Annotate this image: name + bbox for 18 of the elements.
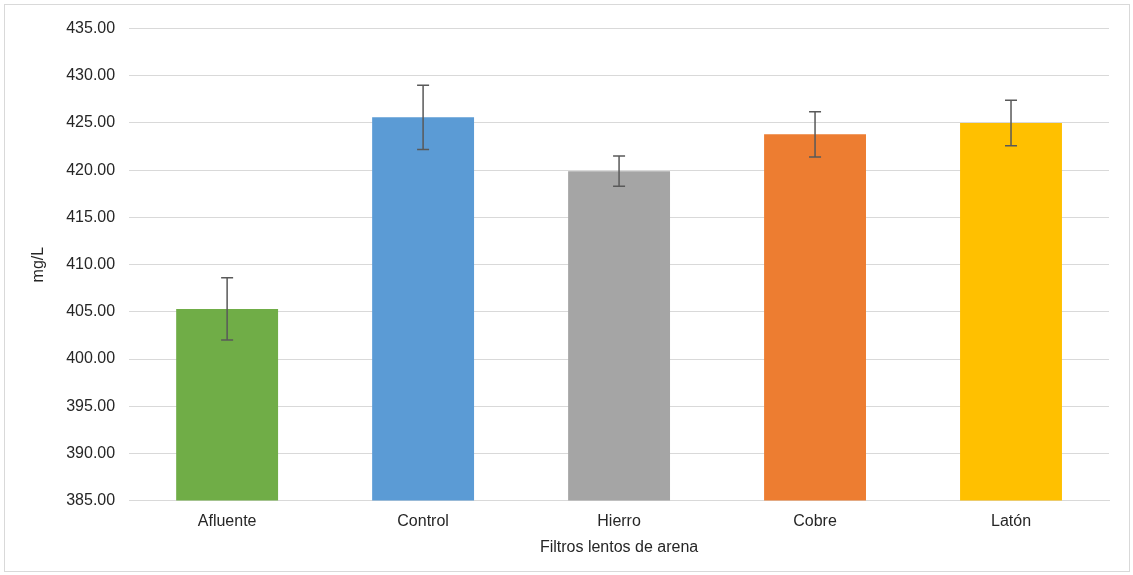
y-tick-label: 425.00 (66, 113, 116, 131)
x-tick-label: Latón (990, 511, 1032, 529)
y-tick-label: 430.00 (66, 66, 116, 84)
x-tick-label: Afluente (197, 511, 257, 529)
y-tick-label: 395.00 (66, 396, 116, 414)
x-tick-label: Cobre (793, 511, 837, 529)
x-tick-label: Hierro (597, 511, 641, 529)
y-tick-label: 410.00 (66, 255, 116, 273)
y-tick-label: 405.00 (66, 302, 116, 320)
y-axis-title: mg/L (29, 246, 47, 283)
y-tick-label: 420.00 (66, 160, 116, 178)
y-tick-label: 435.00 (66, 19, 116, 37)
y-tick-label: 390.00 (66, 443, 116, 461)
y-tick-label: 400.00 (66, 349, 116, 367)
x-tick-label: Control (397, 511, 449, 529)
x-axis-title: Filtros lentos de arena (539, 537, 699, 555)
y-tick-label: 385.00 (66, 491, 116, 509)
y-tick-label: 415.00 (66, 207, 116, 225)
